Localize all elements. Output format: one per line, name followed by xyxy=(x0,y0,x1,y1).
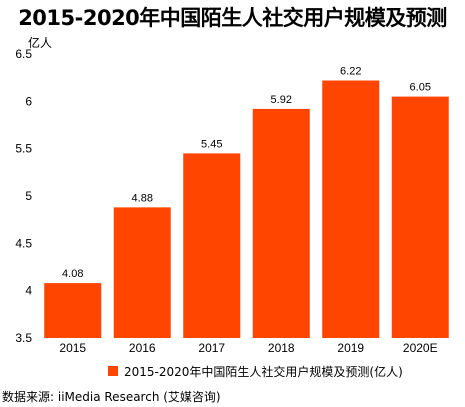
x-tick-label: 2018 xyxy=(268,341,295,355)
legend-label: 2015-2020年中国陌生人社交用户规模及预测(亿人) xyxy=(124,364,403,379)
legend-swatch xyxy=(108,366,118,376)
bar-value-label: 5.45 xyxy=(201,138,222,150)
x-tick-label: 2017 xyxy=(198,341,225,355)
legend: 2015-2020年中国陌生人社交用户规模及预测(亿人) xyxy=(108,363,403,379)
bar-value-label: 4.08 xyxy=(62,268,83,280)
bar-value-label: 6.05 xyxy=(410,82,431,94)
bar-value-label: 5.92 xyxy=(271,94,292,106)
y-axis-unit-label: 亿人 xyxy=(28,36,53,50)
x-tick-label: 2020E xyxy=(403,341,438,355)
bar-value-label: 6.22 xyxy=(340,66,361,78)
x-tick-label: 2016 xyxy=(129,341,156,355)
x-axis: 2015 2016 2017 2018 2019 2020E xyxy=(59,341,437,355)
x-tick-label: 2015 xyxy=(59,341,86,355)
y-tick-label: 5.5 xyxy=(15,142,32,156)
y-tick-label: 6 xyxy=(25,94,32,108)
bar xyxy=(322,80,380,339)
y-tick-label: 6.5 xyxy=(15,47,32,61)
bar xyxy=(391,96,449,338)
bars-group: 4.08 4.88 5.45 5.92 6.22 6.05 xyxy=(44,66,449,339)
chart-title: 2015-2020年中国陌生人社交用户规模及预测 xyxy=(18,6,447,30)
source-note: 数据来源: iiMedia Research (艾媒咨询) xyxy=(2,390,221,404)
y-axis: 3.5 4 4.5 5 5.5 6 6.5 xyxy=(15,47,32,345)
x-tick-label: 2019 xyxy=(337,341,364,355)
y-tick-label: 4.5 xyxy=(15,236,32,250)
bar xyxy=(183,153,241,338)
y-tick-label: 4 xyxy=(25,284,32,298)
y-tick-label: 5 xyxy=(25,189,32,203)
bar xyxy=(252,108,310,338)
bar xyxy=(113,207,171,338)
bar-value-label: 4.88 xyxy=(132,192,153,204)
y-tick-label: 3.5 xyxy=(15,331,32,345)
bar xyxy=(44,283,102,338)
